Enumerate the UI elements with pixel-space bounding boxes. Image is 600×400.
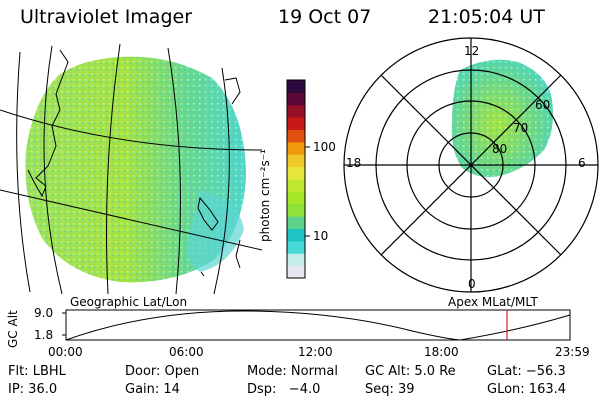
colorbar-segment [287, 104, 305, 118]
colorbar-segment [287, 228, 305, 242]
colorbar-segment [287, 265, 305, 279]
colorbar-segment [287, 216, 305, 230]
instrument-title: Ultraviolet Imager [20, 6, 193, 28]
mlt-label-0: 0 [468, 277, 476, 291]
mlt-label-6: 6 [578, 156, 586, 170]
polar-panel [343, 37, 599, 293]
status-ip: IP: 36.0 [8, 382, 58, 397]
mlt-label-12: 12 [464, 44, 480, 58]
altitude-ytick-max: 9.0 [34, 306, 54, 320]
colorbar-segment [287, 191, 305, 205]
status-door: Door: Open [125, 364, 200, 379]
time-tick-2359: 23:59 [555, 345, 590, 359]
polar-caption: Apex MLat/MLT [448, 295, 538, 309]
colorbar-segment [287, 179, 305, 192]
observation-time: 21:05:04 UT [428, 6, 545, 28]
colorbar-segment [287, 80, 305, 93]
time-tick-0000: 00:00 [48, 345, 83, 359]
colorbar-segment [287, 92, 305, 106]
time-tick-1200: 12:00 [298, 345, 333, 359]
mlat-label-60: 60 [535, 98, 551, 112]
colorbar-tick-10: 10 [313, 229, 329, 243]
altitude-curve [65, 310, 571, 341]
status-mode: Mode: Normal [247, 364, 338, 379]
status-dsp: Dsp: −4.0 [247, 382, 321, 397]
mlat-label-80: 80 [492, 142, 508, 156]
status-gc-alt: GC Alt: 5.0 Re [365, 364, 456, 379]
time-tick-0600: 06:00 [169, 345, 204, 359]
status-glat: GLat: −56.3 [487, 364, 566, 379]
status-filter: Flt: LBHL [8, 364, 66, 379]
colorbar-segment [287, 154, 305, 168]
colorbar-segment [287, 253, 305, 267]
mlat-label-70: 70 [513, 121, 529, 135]
geo-grid-lines [0, 43, 262, 294]
colorbar-segment [287, 129, 305, 143]
colorbar [286, 79, 310, 279]
observation-date: 19 Oct 07 [278, 6, 372, 28]
status-glon: GLon: 163.4 [487, 382, 567, 397]
colorbar-segment [287, 166, 305, 180]
coastlines [27, 49, 241, 277]
colorbar-segment [287, 141, 305, 155]
status-seq: Seq: 39 [365, 382, 415, 397]
geo-caption: Geographic Lat/Lon [70, 295, 188, 309]
altitude-ylabel: GC Alt [6, 310, 20, 348]
geographic-map-panel [0, 43, 262, 294]
altitude-ytick-min: 1.8 [34, 328, 54, 342]
colorbar-tick-100: 100 [313, 140, 336, 154]
mlt-label-18: 18 [346, 156, 362, 170]
colorbar-segment [287, 117, 305, 131]
colorbar-segment [287, 203, 305, 217]
time-tick-1800: 18:00 [424, 345, 459, 359]
altitude-timeline [62, 309, 571, 341]
status-gain: Gain: 14 [125, 382, 180, 397]
colorbar-unit-label: photon cm⁻²s⁻¹ [258, 149, 272, 242]
colorbar-segment [287, 240, 305, 254]
